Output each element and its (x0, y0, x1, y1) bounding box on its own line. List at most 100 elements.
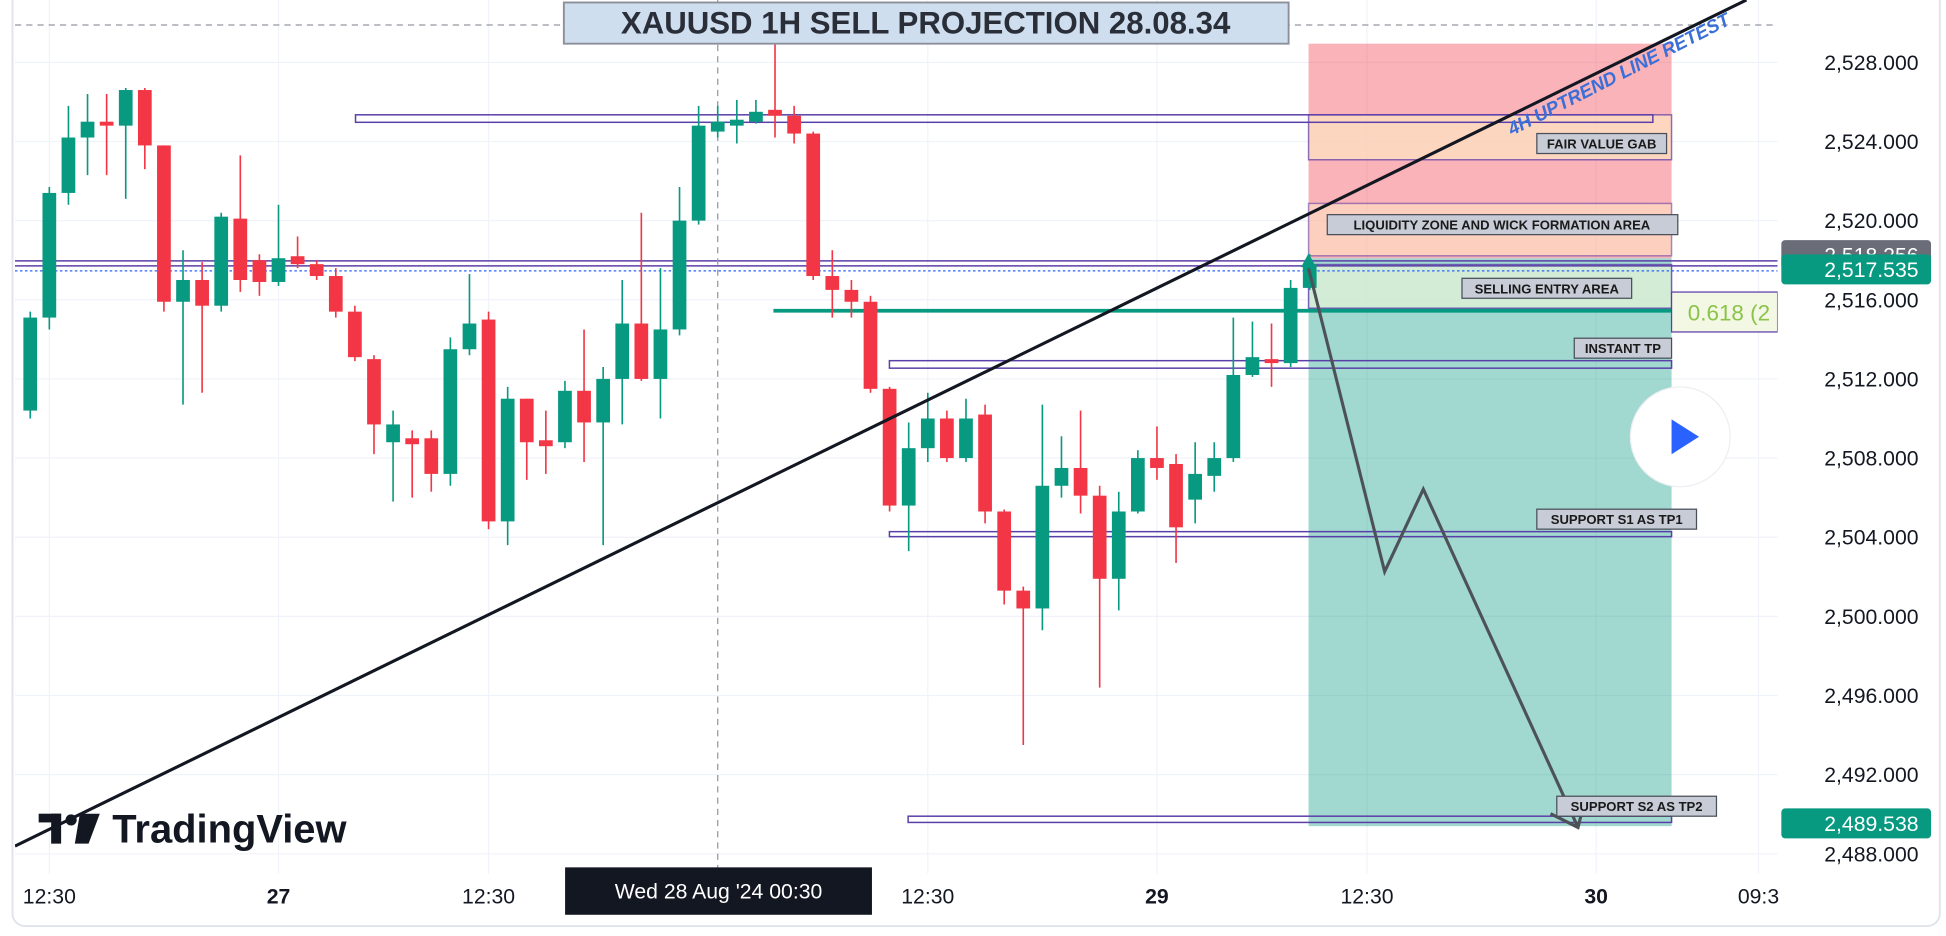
annotation: LIQUIDITY ZONE AND WICK FORMATION AREA (1354, 218, 1651, 233)
candle-body (233, 218, 248, 280)
candle-body (367, 359, 381, 425)
tag-box (1573, 337, 1673, 359)
candle-body (1245, 357, 1260, 375)
candle-body (787, 115, 801, 134)
candle-body (959, 418, 973, 459)
annotation: SUPPORT S2 AS TP2 (1571, 799, 1703, 814)
play-button[interactable] (1629, 386, 1731, 488)
candle-body (80, 121, 95, 138)
candle-body (23, 317, 38, 411)
x-tick-label: 12:30 (901, 886, 954, 909)
price-label-box (1781, 254, 1932, 285)
y-tick-label: 2,492.000 (1824, 764, 1918, 787)
candles (23, 44, 1317, 745)
candle-body (99, 121, 114, 126)
annotation: INSTANT TP (1585, 341, 1661, 356)
candle-body (1130, 458, 1145, 512)
y-tick-label: 2,488.000 (1824, 843, 1918, 866)
candle-body (309, 264, 324, 277)
crosshair-label-box (565, 867, 872, 915)
y-tick-label: 2,504.000 (1824, 527, 1918, 550)
candle-body (462, 323, 477, 350)
logo-mark (65, 814, 77, 826)
candle-body (176, 279, 190, 302)
candle-body (519, 398, 534, 443)
entry-marker (1301, 253, 1317, 268)
watermark: TradingView (112, 807, 347, 851)
x-tick-label: 12:30 (1340, 886, 1393, 909)
x-tick-label: 12:30 (462, 886, 515, 909)
y-tick-label: 2,528.000 (1824, 52, 1918, 75)
candle-body (882, 388, 897, 506)
candle-body (443, 349, 458, 474)
logo-mark (38, 813, 62, 823)
logo-mark (51, 813, 62, 844)
annotation: SUPPORT S1 AS TP1 (1551, 512, 1683, 527)
candle-body (538, 440, 553, 447)
candle-body (691, 125, 706, 221)
candle-body (558, 390, 572, 443)
candle-body (61, 137, 76, 193)
candle-body (500, 398, 515, 522)
candle-body (653, 329, 668, 379)
candle-body (825, 276, 840, 290)
play-icon[interactable] (1671, 419, 1700, 455)
candle-body (1150, 458, 1164, 468)
candle-body (577, 390, 591, 423)
logo-mark (74, 813, 100, 844)
candle-body (997, 511, 1012, 591)
annotation: SELLING ENTRY AREA (1475, 281, 1620, 296)
candle-body (1264, 359, 1279, 364)
candle-body (271, 258, 286, 282)
candle-body (118, 90, 133, 126)
candle-body (1283, 287, 1298, 364)
candle-body (290, 256, 305, 265)
y-tick-label: 2,524.000 (1824, 131, 1918, 154)
annotation: 0.618 (2 (1688, 301, 1770, 326)
tag-box (1326, 214, 1679, 236)
candle-body (214, 216, 229, 306)
fib-box (1670, 291, 1778, 333)
candle-body (137, 90, 152, 146)
candle-body (1188, 473, 1203, 500)
candle-body (863, 301, 878, 389)
x-tick-label: 30 (1584, 886, 1608, 909)
x-tick-label: 27 (267, 886, 291, 909)
candle-body (328, 276, 343, 312)
tag-box (1461, 277, 1633, 299)
annotation: FAIR VALUE GAB (1547, 137, 1657, 152)
y-tick-label: 2,516.000 (1824, 289, 1918, 312)
price-label: 2,489.538 (1824, 813, 1918, 836)
candle-body (729, 119, 744, 126)
price-label-box (1781, 808, 1932, 839)
s2-box (907, 815, 1673, 824)
candle-body (1035, 485, 1050, 609)
level-box (354, 114, 1654, 124)
price-axis: 2,488.000 2,492.000 2,496.000 2,500.000 2,50… (1824, 52, 1918, 866)
s1-box (888, 530, 1673, 538)
candle-body (1054, 467, 1069, 486)
candle-body (195, 279, 209, 306)
candle-body (1111, 511, 1126, 579)
candle-body (252, 260, 267, 282)
candle-body (901, 448, 916, 506)
logo: TradingView (38, 807, 348, 851)
candle-body (940, 418, 954, 459)
candle-body (768, 109, 782, 116)
x-tick-label: 29 (1145, 886, 1169, 909)
tag-box (1536, 508, 1698, 530)
tag-box (1556, 795, 1718, 817)
tp-box (888, 359, 1673, 369)
candle-body (157, 145, 171, 302)
candle-body (844, 289, 859, 302)
candle-body (1207, 458, 1222, 476)
crosshair-label: Wed 28 Aug '24 00:30 (615, 881, 823, 904)
candle-body (481, 319, 496, 522)
candle-body (596, 378, 611, 423)
x-tick-label: 12:30 (23, 886, 76, 909)
y-tick-label: 2,520.000 (1824, 210, 1918, 233)
y-tick-label: 2,508.000 (1824, 448, 1918, 471)
candle-body (920, 418, 935, 449)
